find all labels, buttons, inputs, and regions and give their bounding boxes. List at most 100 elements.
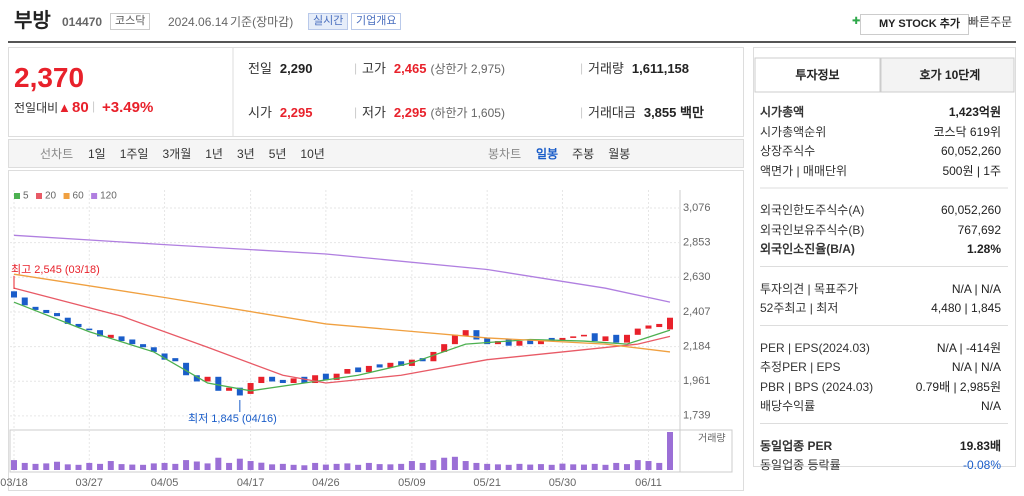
overview-button[interactable]: 기업개요 bbox=[351, 13, 402, 30]
period-option[interactable]: 5년 bbox=[268, 147, 287, 161]
info-label: 상장주식수 bbox=[760, 144, 816, 158]
volume-bar bbox=[516, 463, 523, 470]
change-rate: +3.49% bbox=[102, 99, 154, 116]
legend-label: 20 bbox=[45, 191, 57, 202]
plus-icon: ✚ bbox=[852, 16, 861, 27]
x-tick-label: 05/21 bbox=[473, 477, 501, 489]
period-option[interactable]: 1일 bbox=[88, 147, 106, 161]
candle-body bbox=[580, 334, 587, 337]
info-value: 0.79배 | 2,985원 bbox=[915, 379, 1001, 394]
ma-line bbox=[13, 234, 671, 303]
volume-bar bbox=[623, 464, 630, 470]
volume-bar bbox=[215, 457, 222, 470]
candle-body bbox=[75, 323, 82, 328]
candle-body bbox=[43, 309, 50, 314]
ma-line bbox=[13, 301, 671, 392]
info-label: 외국인소진율(B/A) bbox=[760, 242, 855, 256]
volume-bar bbox=[290, 464, 297, 470]
mystock-button[interactable]: MY STOCK 추가 bbox=[860, 14, 969, 35]
stock-name: 부방 bbox=[14, 10, 51, 32]
info-label: 외국인보유주식수(B) bbox=[760, 222, 865, 237]
basis: 기준(장마감) bbox=[230, 15, 294, 29]
separator: | bbox=[354, 105, 358, 119]
candle-body bbox=[430, 351, 437, 362]
volume-bar bbox=[645, 461, 652, 470]
candle-option[interactable]: 월봉 bbox=[608, 147, 631, 161]
candle-body bbox=[312, 375, 319, 384]
candle-body bbox=[301, 376, 308, 384]
info-label: 투자의견 | 목표주가 bbox=[760, 281, 859, 296]
volume-bar bbox=[107, 461, 114, 470]
volume-bar bbox=[527, 464, 534, 470]
candle-body bbox=[269, 376, 276, 382]
candle-body bbox=[473, 330, 480, 340]
tab bbox=[880, 57, 1015, 93]
volume-bar bbox=[161, 462, 168, 470]
quote-cell: 시가 2,295 bbox=[248, 106, 316, 119]
info-label: 시가총액순위 bbox=[760, 124, 827, 139]
period-label: 선차트 bbox=[40, 147, 74, 161]
quote-cell: 고가 2,465 (상한가 2,975) bbox=[362, 62, 505, 75]
candle-body bbox=[398, 361, 405, 366]
legend-swatch bbox=[91, 193, 98, 199]
volume-bar bbox=[344, 463, 351, 470]
candle-body bbox=[11, 291, 17, 298]
candle-body bbox=[322, 373, 329, 380]
quote-cell: 저가 2,295 (하한가 1,605) bbox=[362, 106, 505, 119]
candle-option[interactable]: 일봉 bbox=[536, 147, 559, 161]
volume-label: 거래량 bbox=[698, 433, 726, 445]
order-button[interactable]: 빠른주문 bbox=[968, 15, 1013, 29]
legend-label: 60 bbox=[73, 191, 85, 202]
candle-option[interactable]: 주봉 bbox=[572, 147, 595, 161]
period-bar bbox=[8, 139, 744, 168]
volume-bar bbox=[97, 463, 104, 470]
volume-bar bbox=[312, 462, 319, 470]
volume-bar bbox=[365, 462, 372, 470]
period-option[interactable]: 1주일 bbox=[119, 147, 149, 161]
candle-body bbox=[570, 336, 577, 338]
cell-label: 거래대금 bbox=[588, 105, 636, 120]
info-value: 60,052,260 bbox=[940, 203, 1001, 217]
info-value: N/A | N/A bbox=[951, 281, 1001, 296]
change-label: 전일대비 bbox=[14, 101, 59, 115]
volume-bar bbox=[494, 464, 501, 470]
volume-bar bbox=[548, 464, 555, 470]
info-label: 배당수익률 bbox=[760, 399, 816, 413]
candle-body bbox=[559, 337, 566, 342]
tab-label[interactable]: 투자정보 bbox=[795, 68, 840, 82]
cell-value: 2,290 bbox=[279, 61, 313, 76]
volume-bar bbox=[322, 464, 329, 470]
cell-note: (하한가 1,605) bbox=[430, 106, 505, 120]
volume-bar bbox=[602, 464, 609, 470]
volume-bar bbox=[258, 462, 265, 470]
y-tick-label: 1,739 bbox=[683, 410, 711, 422]
annotation: 최고 2,545 (03/18) bbox=[11, 263, 100, 276]
volume-bar bbox=[430, 460, 437, 470]
period-option[interactable]: 1년 bbox=[205, 147, 223, 161]
volume-bar bbox=[204, 463, 211, 470]
period-option[interactable]: 10년 bbox=[300, 147, 325, 161]
period-option[interactable]: 3개월 bbox=[162, 147, 192, 161]
chart-box bbox=[8, 170, 744, 491]
info-value: N/A bbox=[980, 399, 1001, 413]
candle-body bbox=[215, 376, 222, 391]
separator: | bbox=[580, 61, 584, 75]
realtime-badge[interactable]: 실시간 bbox=[308, 13, 349, 30]
candle-body bbox=[204, 376, 211, 382]
volume-bar bbox=[667, 432, 673, 470]
volume-box bbox=[9, 429, 733, 473]
volume-bar bbox=[172, 463, 179, 470]
y-tick-label: 2,853 bbox=[683, 237, 711, 249]
info-value: 코스닥 619위 bbox=[933, 124, 1001, 139]
volume-bar bbox=[376, 464, 383, 470]
market-badge: 코스닥 bbox=[110, 13, 151, 30]
volume-bar bbox=[21, 462, 28, 470]
tab-label[interactable]: 호가 10단계 bbox=[919, 68, 981, 82]
info-label: PBR | BPS (2024.03) bbox=[760, 379, 874, 394]
volume-bar bbox=[613, 462, 620, 470]
period-option[interactable]: 3년 bbox=[236, 147, 255, 161]
x-tick-label: 03/27 bbox=[76, 477, 104, 489]
candle-body bbox=[355, 367, 362, 373]
tab bbox=[754, 57, 881, 93]
separator: | bbox=[354, 61, 358, 75]
